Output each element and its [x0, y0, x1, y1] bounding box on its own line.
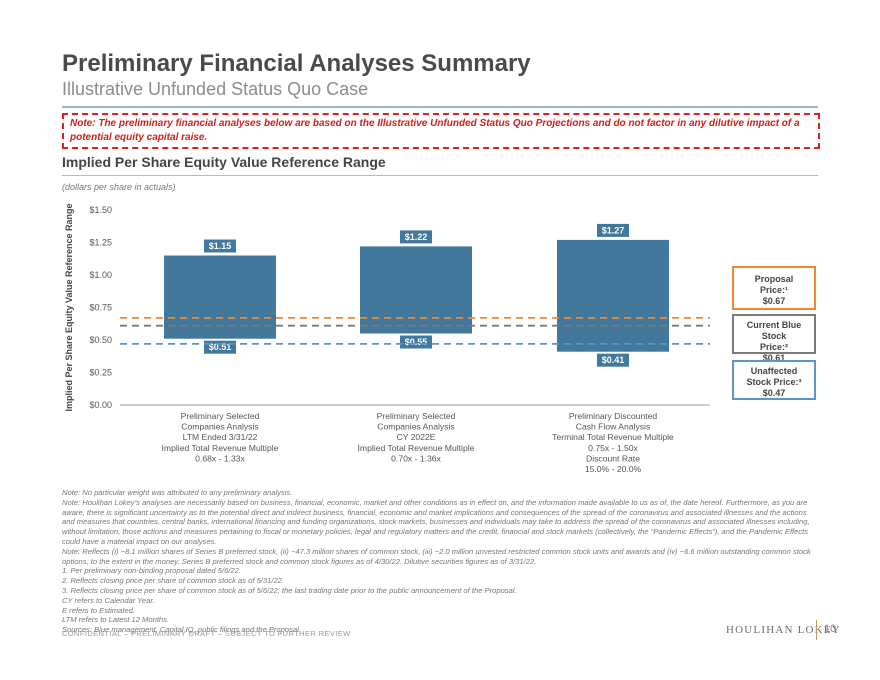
category-label: 0.68x - 1.33x	[195, 453, 245, 463]
footnote: 2. Reflects closing price per share of c…	[62, 576, 285, 586]
footnote: Note: No particular weight was attribute…	[62, 488, 293, 497]
footnote: E refers to Estimated.	[62, 605, 136, 615]
category-label: 0.70x - 1.36x	[391, 453, 441, 463]
title-divider	[62, 106, 818, 108]
footnote: 3. Reflects closing price per share of c…	[62, 585, 517, 595]
y-tick-label: $0.25	[89, 368, 112, 378]
units-label: (dollars per share in actuals)	[62, 182, 176, 192]
y-tick-label: $1.25	[89, 238, 112, 248]
reference-price-text: Stock Price:³	[746, 377, 802, 387]
category-label: Discount Rate	[586, 453, 640, 463]
reference-price-text: Unaffected	[750, 366, 798, 376]
y-tick-label: $0.50	[89, 335, 112, 345]
note-callout: Note: The preliminary financial analyses…	[62, 113, 820, 149]
category-label: Cash Flow Analysis	[576, 422, 651, 432]
category-label: Preliminary Selected	[377, 411, 456, 421]
bar-low-label: $0.41	[602, 355, 625, 365]
category-label: 0.75x - 1.50x	[588, 443, 638, 453]
reference-price-text: $0.47	[762, 388, 786, 398]
brand-logo: HOULIHAN LOKEY	[726, 624, 841, 636]
reference-price-text: Proposal	[754, 274, 794, 284]
section-title: Implied Per Share Equity Value Reference…	[62, 154, 386, 170]
category-label: 15.0% - 20.0%	[585, 464, 642, 474]
page-number: 10	[824, 623, 837, 635]
y-tick-label: $1.50	[89, 205, 112, 215]
footer-divider	[816, 620, 817, 640]
page-title: Preliminary Financial Analyses Summary	[62, 50, 531, 77]
footnote: CY refers to Calendar Year.	[62, 595, 155, 605]
bar-high-label: $1.27	[602, 225, 625, 235]
section-divider	[62, 175, 818, 176]
footnotes: Note: No particular weight was attribute…	[62, 488, 818, 635]
category-label: Implied Total Revenue Multiple	[358, 443, 475, 453]
bar-low-label: $0.55	[405, 337, 428, 347]
bar-high-tag	[204, 239, 236, 253]
category-label: Preliminary Selected	[181, 411, 260, 421]
reference-price-box: Unaffected Stock Price:³ $0.47	[732, 360, 816, 400]
y-tick-label: $0.00	[89, 400, 112, 410]
range-bar	[557, 239, 669, 352]
category-label: Terminal Total Revenue Multiple	[552, 432, 674, 442]
reference-price-text: Price:¹	[759, 285, 788, 295]
footnote: Note: Houlihan Lokey’s analyses are nece…	[62, 497, 810, 546]
reference-price-box: Current Blue Stock Price:² $0.61	[732, 314, 816, 363]
confidential-footer: CONFIDENTIAL – PRELIMINARY DRAFT – SUBJE…	[62, 629, 351, 638]
footnote: Sources: Blue management, Capital IQ, pu…	[62, 625, 301, 635]
bar-low-label: $0.51	[209, 342, 232, 352]
category-label: Implied Total Revenue Multiple	[162, 443, 279, 453]
bar-low-tag	[597, 353, 629, 367]
reference-price-text: Current Blue Stock	[746, 320, 802, 341]
y-tick-label: $0.75	[89, 303, 112, 313]
reference-price-text: $0.67	[762, 296, 786, 306]
page-subtitle: Illustrative Unfunded Status Quo Case	[62, 79, 369, 99]
category-label: LTM Ended 3/31/22	[183, 432, 258, 442]
reference-price-text: $0.61	[762, 353, 786, 363]
category-label: Companies Analysis	[377, 422, 454, 432]
range-bar	[360, 246, 472, 334]
category-label: Companies Analysis	[181, 422, 258, 432]
bar-high-label: $1.22	[405, 232, 428, 242]
equity-value-chart: Implied Per Share Equity Value Reference…	[64, 203, 710, 474]
category-label: CY 2022E	[396, 432, 435, 442]
reference-price-box: Proposal Price:¹ $0.67	[732, 266, 816, 310]
category-label: Preliminary Discounted	[569, 411, 658, 421]
y-tick-label: $1.00	[89, 270, 112, 280]
y-axis-title: Implied Per Share Equity Value Reference…	[64, 203, 74, 411]
bar-high-tag	[400, 230, 432, 244]
bar-low-tag	[400, 335, 432, 349]
bar-high-label: $1.15	[209, 241, 232, 251]
footnote: LTM refers to Latest 12 Months.	[62, 615, 170, 625]
bar-high-tag	[597, 223, 629, 237]
reference-price-text: Price:²	[759, 342, 788, 352]
footnote: 1. Per preliminary non-binding proposal …	[62, 566, 241, 576]
footnote: Note: Reflects (i) ~8.1 million shares o…	[62, 546, 811, 566]
